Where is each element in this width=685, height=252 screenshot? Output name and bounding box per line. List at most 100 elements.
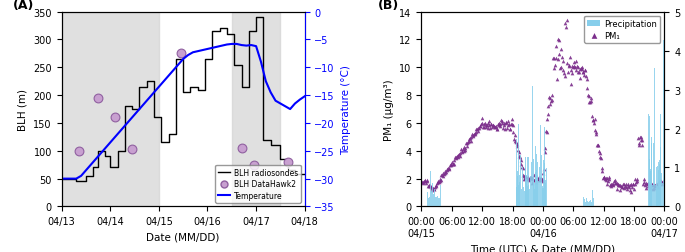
Legend: BLH radiosondes, BLH DataHawk2, Temperature: BLH radiosondes, BLH DataHawk2, Temperat… [215, 165, 301, 203]
Point [613, 183, 624, 187]
Point [519, 175, 530, 179]
Point [648, 183, 659, 187]
Point [495, 123, 506, 127]
Point [492, 128, 503, 132]
Point [658, 180, 669, 184]
Point [536, 178, 547, 182]
Point [632, 136, 643, 140]
Point [634, 144, 645, 148]
Point [603, 176, 614, 180]
Point [509, 133, 520, 137]
Point [442, 168, 453, 172]
Point [455, 151, 466, 155]
Point [438, 171, 449, 175]
Point [557, 56, 568, 60]
Point [467, 135, 478, 139]
Point [506, 122, 516, 127]
Point [588, 118, 599, 122]
Point [618, 182, 629, 186]
Point [516, 166, 527, 170]
Point [529, 173, 540, 177]
Point [439, 171, 450, 175]
Point [539, 150, 550, 154]
Point [550, 57, 561, 61]
Point [595, 156, 606, 161]
Point [556, 66, 567, 70]
Point [458, 148, 469, 152]
Point [582, 77, 593, 81]
Point [490, 124, 501, 128]
Point [629, 187, 640, 191]
Point [643, 183, 654, 187]
Point [451, 156, 462, 161]
Point [553, 38, 564, 42]
Point [552, 58, 563, 62]
Point [603, 179, 614, 183]
Point [175, 52, 186, 56]
Point [424, 184, 435, 188]
Point [605, 183, 616, 187]
Point [451, 154, 462, 159]
Point [540, 146, 551, 150]
X-axis label: Time (UTC) & Date (MM/DD): Time (UTC) & Date (MM/DD) [471, 243, 616, 252]
Point [559, 75, 570, 79]
Point [536, 176, 547, 180]
Point [436, 173, 447, 177]
Point [477, 117, 488, 121]
Legend: Precipitation, PM₁: Precipitation, PM₁ [584, 17, 660, 44]
Point [508, 130, 519, 134]
Point [574, 76, 585, 80]
Point [497, 127, 508, 131]
Point [488, 124, 499, 128]
Point [560, 25, 571, 29]
Point [449, 155, 460, 159]
Point [585, 97, 596, 101]
Point [489, 125, 500, 129]
Point [543, 112, 553, 116]
Point [468, 134, 479, 138]
Point [610, 179, 621, 183]
Point [595, 155, 606, 160]
Point [490, 125, 501, 130]
Point [475, 125, 486, 129]
Point [530, 177, 541, 181]
Point [599, 178, 610, 182]
Point [551, 44, 562, 48]
Point [540, 130, 551, 134]
Point [643, 184, 653, 188]
Point [545, 96, 556, 100]
Point [633, 142, 644, 146]
Point [433, 179, 444, 183]
Point [453, 153, 464, 158]
Point [618, 183, 629, 187]
Point [438, 172, 449, 176]
Point [519, 178, 530, 182]
Point [614, 183, 625, 187]
Point [548, 56, 559, 60]
Point [583, 94, 594, 98]
Point [426, 186, 437, 191]
Point [419, 180, 429, 184]
Point [542, 118, 553, 122]
Point [567, 65, 578, 69]
Point [525, 175, 536, 179]
Point [448, 162, 459, 166]
Point [584, 101, 595, 105]
Point [577, 68, 588, 72]
Point [625, 190, 636, 194]
Point [424, 183, 435, 187]
Point [619, 186, 630, 190]
Point [571, 60, 582, 64]
Point [460, 141, 471, 145]
Y-axis label: PM₁ (μg/m³): PM₁ (μg/m³) [384, 79, 394, 140]
Point [647, 183, 658, 187]
Point [516, 162, 527, 166]
Point [521, 175, 532, 179]
Point [573, 70, 584, 74]
Point [431, 183, 442, 187]
Point [547, 99, 558, 103]
Point [622, 185, 633, 189]
Point [456, 151, 467, 155]
Point [623, 182, 634, 186]
Point [495, 125, 506, 129]
